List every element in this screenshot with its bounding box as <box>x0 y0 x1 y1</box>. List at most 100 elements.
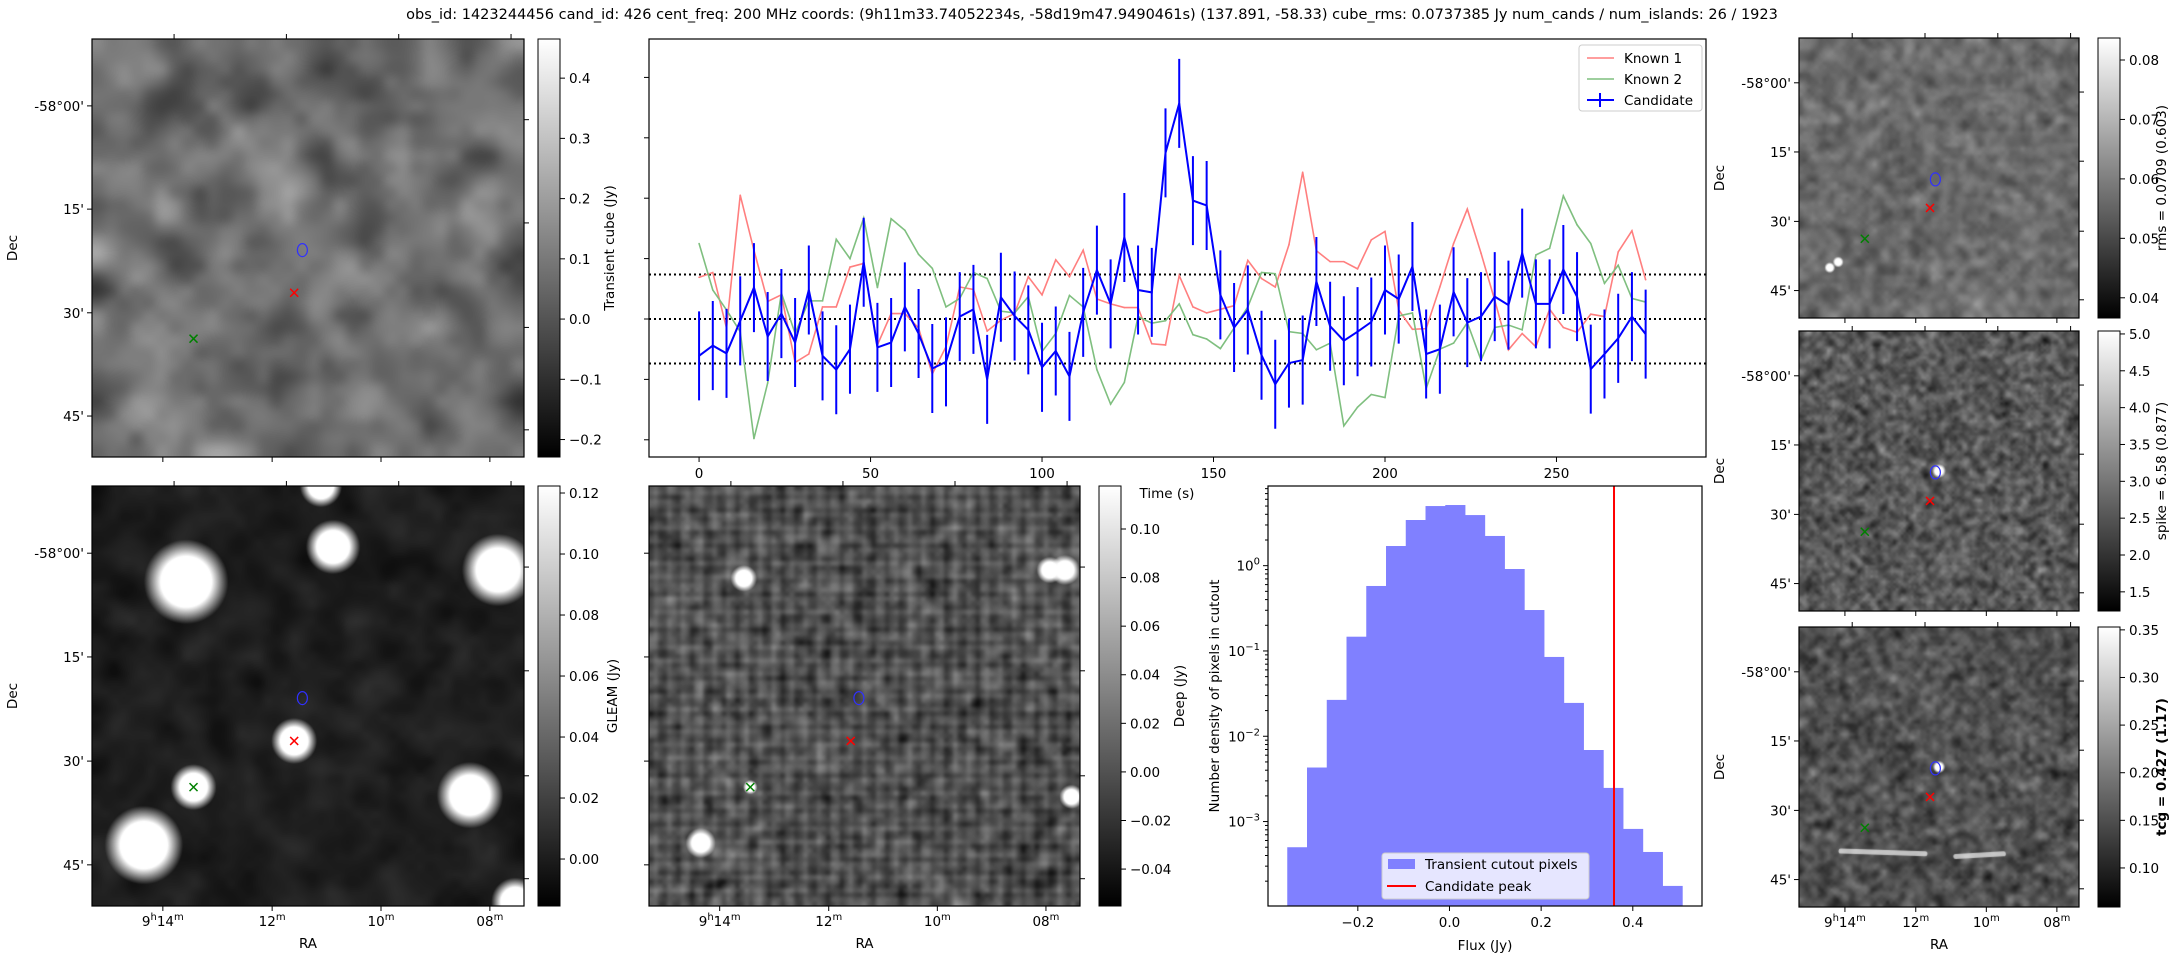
data-point <box>1260 271 1263 274</box>
colorbar-tick-label: 0.20 <box>2129 766 2159 782</box>
data-point <box>1411 328 1414 331</box>
data-point <box>945 361 947 363</box>
dec-tick-label: 45' <box>1770 577 1791 593</box>
x-axis-label: Time (s) <box>1139 486 1195 502</box>
data-point <box>821 355 824 357</box>
data-point <box>766 335 769 338</box>
x-tick-label: 0.2 <box>1530 915 1551 931</box>
data-point <box>1192 333 1194 336</box>
dec-axis-label: Dec <box>5 683 21 709</box>
data-point <box>958 315 961 318</box>
dec-tick-label: -58°00' <box>1741 665 1791 681</box>
data-point <box>1617 337 1620 340</box>
data-point <box>1068 294 1071 297</box>
x-tick-label: 100 <box>1029 466 1055 482</box>
data-point <box>1178 303 1181 305</box>
data-point <box>1356 268 1359 270</box>
legend-label: Known 1 <box>1624 51 1682 67</box>
tcg-image <box>1799 627 2079 907</box>
spike-panel: -58°00' 15' 30' 45' Dec 5.0 4.5 4.0 3.5 3.0 2.5 2.0… <box>1712 326 2170 616</box>
colorbar-tick-label: 0.00 <box>1130 765 1160 781</box>
dec-tick-label: 15' <box>1770 438 1791 454</box>
known-source-marker <box>1860 823 1870 833</box>
gleam-colorbar: 0.12 0.10 0.08 0.06 0.04 0.02 0.00 GLEAM (Jy) <box>537 485 621 907</box>
data-point <box>931 367 934 370</box>
data-point <box>835 368 838 371</box>
known-source-marker <box>1860 234 1870 244</box>
transient-colorbar: 0.4 0.3 0.2 0.1 0.0 −0.1 −0.2 Transient cube (J… <box>537 38 618 458</box>
legend-label: Known 2 <box>1624 72 1682 88</box>
data-point <box>1356 406 1359 408</box>
dec-tick-label: 45' <box>1770 284 1791 300</box>
colorbar-tick-label: 0.2 <box>569 192 590 208</box>
data-point <box>1617 264 1620 267</box>
dec-tick-label: 30' <box>1770 507 1791 523</box>
data-point <box>1370 239 1373 241</box>
data-point <box>1631 315 1633 318</box>
ra-tick-label: 10m <box>924 912 951 930</box>
data-point <box>821 306 824 308</box>
colorbar-tick-label: 0.10 <box>2129 861 2159 877</box>
x-tick-label: 0.4 <box>1622 915 1643 931</box>
colorbar-tick-label: 0.1 <box>569 252 590 268</box>
histogram-bar <box>1445 505 1466 906</box>
data-point <box>1219 294 1222 296</box>
data-point <box>1507 304 1510 306</box>
data-point <box>1192 306 1194 308</box>
dec-tick-label: -58°00' <box>1741 369 1791 385</box>
data-point <box>1617 251 1620 253</box>
data-point <box>1466 321 1469 324</box>
data-point <box>753 437 755 440</box>
known-source-marker <box>745 782 755 792</box>
data-point <box>1548 303 1551 305</box>
data-point <box>1452 342 1455 344</box>
data-point <box>1247 259 1249 262</box>
data-point <box>972 308 975 311</box>
data-point <box>1288 243 1290 246</box>
dec-tick-label: 15' <box>63 650 84 666</box>
ra-tick-label: 08m <box>1032 912 1059 930</box>
data-point <box>1452 291 1455 293</box>
histogram-bar <box>1287 847 1308 906</box>
colorbar-label: Transient cube (Jy) <box>602 185 618 312</box>
colorbar-tick-label: 0.08 <box>1130 571 1160 587</box>
candidate-contour <box>1929 172 1941 187</box>
gleam-image <box>92 486 524 906</box>
colorbar-tick-label: 0.04 <box>569 730 599 746</box>
candidate-position-marker <box>846 736 856 746</box>
data-point <box>1384 230 1386 233</box>
data-point <box>1192 199 1194 202</box>
data-point <box>1548 247 1551 250</box>
tcg-colorbar: 0.35 0.30 0.25 0.20 0.15 0.10 tcg = 0.427 (1.1… <box>2097 623 2170 908</box>
histogram-legend: Transient cutout pixels Candidate peak <box>1381 852 1590 900</box>
colorbar-tick-label: 0.25 <box>2129 718 2159 734</box>
data-point <box>1027 329 1030 331</box>
x-tick-label: 150 <box>1201 466 1227 482</box>
y-tick-label: 10−2 <box>1228 727 1260 745</box>
candidate-position-marker <box>1925 203 1935 213</box>
light-curve-legend: Known 1 Known 2 Candidate <box>1578 44 1703 112</box>
data-point <box>808 353 810 355</box>
data-point <box>1178 102 1181 105</box>
histogram-bars <box>1287 505 1683 906</box>
dec-tick-label: -58°00' <box>34 99 84 115</box>
transient-axes-frame <box>91 38 525 458</box>
ra-tick-label: 12m <box>259 912 286 930</box>
data-point <box>890 341 892 344</box>
data-point <box>1411 312 1414 314</box>
data-point <box>1096 269 1098 271</box>
x-tick-label: −0.2 <box>1341 915 1374 931</box>
data-point <box>1288 362 1290 364</box>
data-point <box>1576 295 1578 298</box>
data-point <box>1521 329 1523 331</box>
data-point <box>1384 396 1386 399</box>
ra-tick-label: 9h14m <box>699 912 741 930</box>
data-point <box>1164 320 1167 322</box>
histogram-bar <box>1326 699 1347 906</box>
data-point <box>1384 289 1386 291</box>
data-point <box>1054 259 1057 261</box>
ra-tick-label: 10m <box>368 912 395 930</box>
series-line <box>698 193 1646 439</box>
data-point <box>1233 326 1235 329</box>
data-point <box>1370 393 1373 396</box>
